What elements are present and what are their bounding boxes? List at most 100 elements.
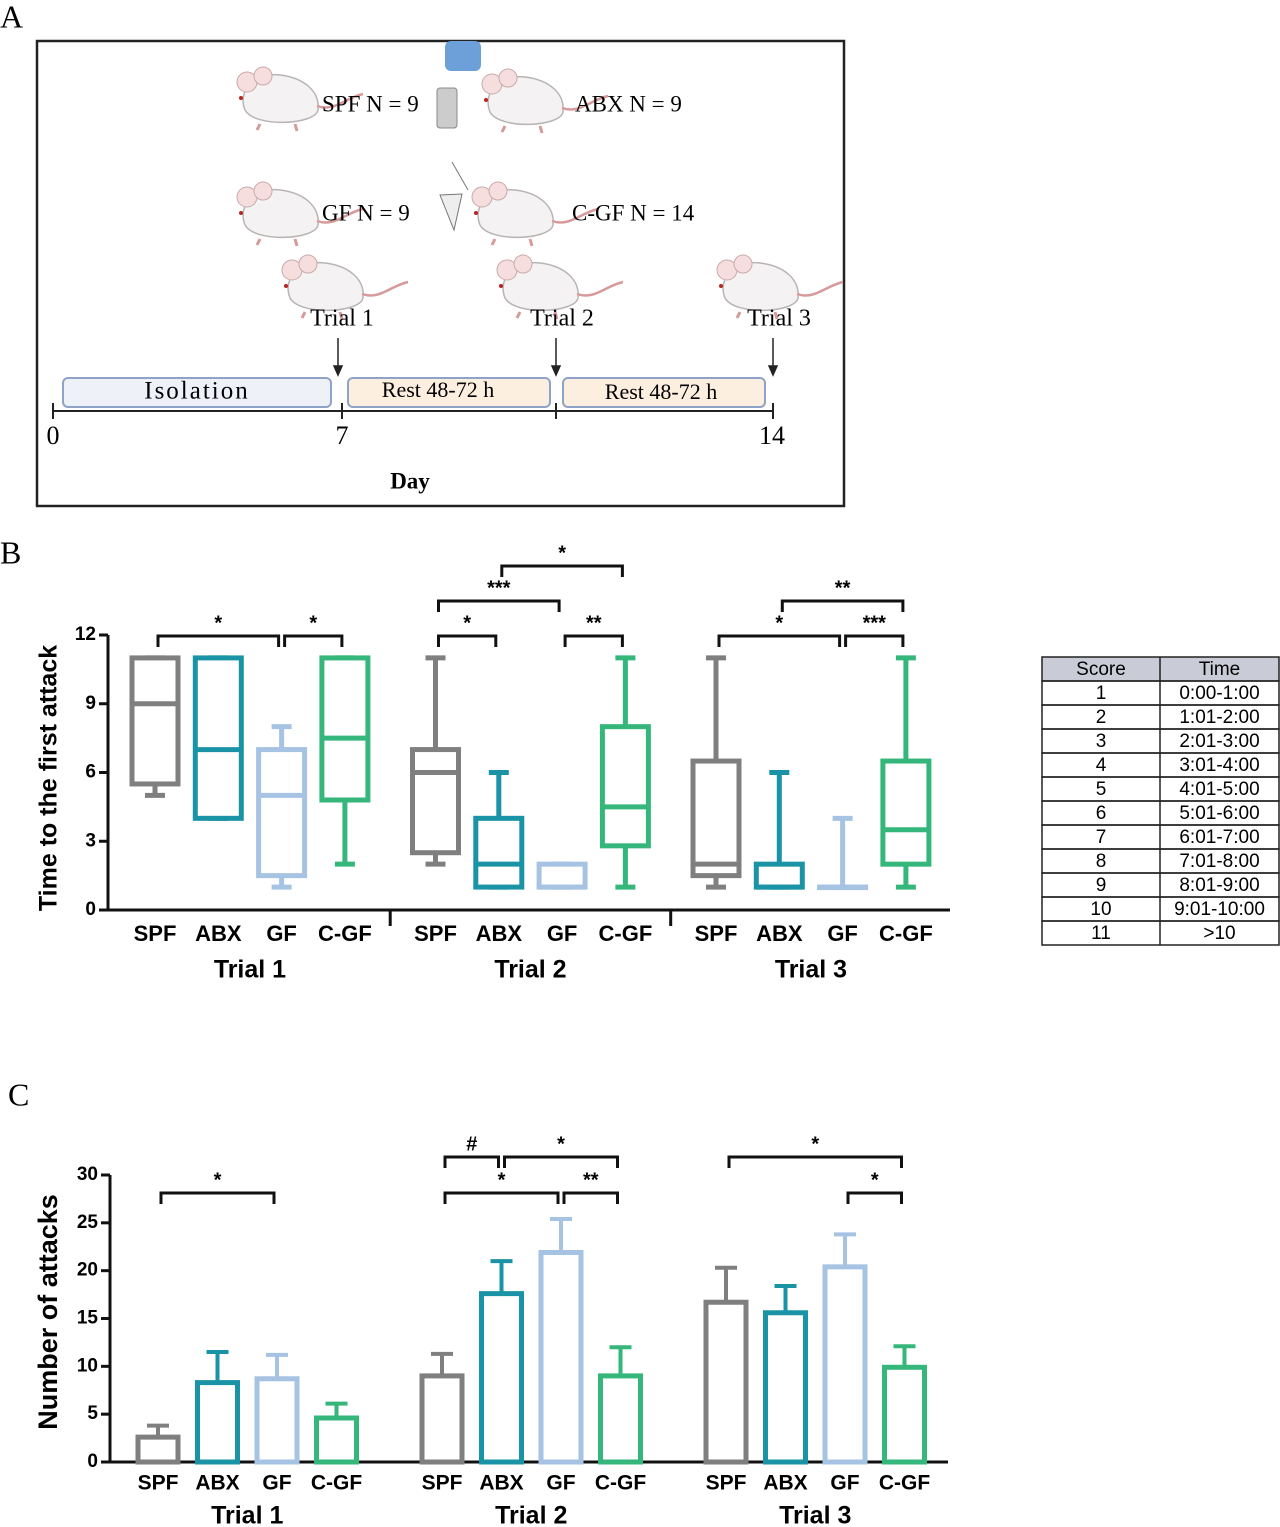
significance-label: * bbox=[463, 612, 471, 634]
x-tick-label: SPF bbox=[138, 1472, 179, 1495]
y-axis-title: Time to the first attack bbox=[35, 645, 63, 911]
significance-bracket bbox=[780, 599, 905, 612]
bar bbox=[195, 1380, 240, 1465]
y-tick-label: 10 bbox=[77, 1355, 98, 1376]
x-tick-label: C-GF bbox=[318, 921, 372, 946]
significance-bracket bbox=[443, 1191, 560, 1204]
table-cell: 3:01-4:00 bbox=[1179, 755, 1259, 776]
box bbox=[129, 655, 181, 787]
box bbox=[753, 861, 805, 890]
table-cell: 10 bbox=[1090, 899, 1111, 920]
phase-label: Rest 48-72 h bbox=[382, 377, 494, 402]
box bbox=[880, 758, 932, 867]
table-cell: 6 bbox=[1096, 803, 1107, 824]
y-tick-label: 0 bbox=[87, 1451, 98, 1472]
x-tick-label: C-GF bbox=[599, 921, 653, 946]
bar bbox=[254, 1376, 300, 1465]
table-cell: 5:01-6:00 bbox=[1179, 803, 1259, 824]
table-cell: >10 bbox=[1203, 923, 1235, 944]
table-header: Time bbox=[1199, 659, 1241, 680]
y-tick-label: 30 bbox=[77, 1164, 98, 1185]
significance-label: * bbox=[871, 1169, 879, 1191]
significance-bracket bbox=[500, 564, 624, 577]
significance-label: * bbox=[214, 1169, 222, 1191]
bar bbox=[479, 1291, 524, 1465]
bar bbox=[419, 1373, 465, 1465]
x-tick-label: GF bbox=[827, 921, 858, 946]
significance-bracket bbox=[844, 634, 905, 647]
significance-bracket bbox=[159, 1191, 276, 1204]
y-tick-label: 0 bbox=[85, 899, 96, 920]
significance-label: ** bbox=[835, 577, 851, 599]
phase-box bbox=[347, 377, 551, 408]
group-label: C-GF N = 14 bbox=[572, 200, 695, 225]
day-tick: 0 bbox=[47, 421, 60, 450]
table-cell: 2:01-3:00 bbox=[1179, 731, 1259, 752]
trial-label: Trial 1 bbox=[211, 1502, 283, 1527]
trial-label: Trial 3 bbox=[779, 1502, 851, 1527]
box bbox=[319, 655, 371, 803]
x-tick-label: SPF bbox=[422, 1472, 463, 1495]
table-cell: 1 bbox=[1096, 683, 1107, 704]
significance-bracket bbox=[443, 1155, 500, 1168]
bar bbox=[135, 1434, 181, 1465]
box bbox=[599, 724, 651, 849]
table-cell: 4 bbox=[1096, 755, 1107, 776]
x-tick-label: GF bbox=[547, 921, 578, 946]
trial-label: Trial 1 bbox=[310, 306, 374, 332]
x-tick-label: C-GF bbox=[311, 1472, 362, 1495]
x-tick-label: GF bbox=[266, 921, 297, 946]
group-label: SPF N = 9 bbox=[322, 91, 419, 116]
significance-label: *** bbox=[487, 577, 511, 599]
trial-label: Trial 3 bbox=[775, 956, 847, 984]
y-tick-label: 25 bbox=[77, 1212, 99, 1233]
y-tick-label: 15 bbox=[77, 1308, 99, 1329]
table-header: Score bbox=[1076, 659, 1126, 680]
table-cell: 8 bbox=[1096, 851, 1107, 872]
table-cell: 9:01-10:00 bbox=[1174, 899, 1265, 920]
significance-bracket bbox=[283, 634, 344, 647]
y-tick-label: 6 bbox=[85, 762, 96, 783]
significance-label: * bbox=[558, 542, 566, 564]
trial-label: Trial 3 bbox=[747, 306, 811, 332]
table-cell: 11 bbox=[1091, 923, 1111, 944]
y-tick-label: 12 bbox=[75, 624, 96, 645]
significance-bracket bbox=[846, 1191, 903, 1204]
bar bbox=[763, 1310, 808, 1465]
significance-label: * bbox=[811, 1133, 819, 1155]
bar bbox=[598, 1373, 643, 1465]
x-tick-label: SPF bbox=[134, 921, 177, 946]
timeline bbox=[52, 403, 774, 419]
x-tick-label: GF bbox=[830, 1472, 859, 1495]
panel-label: A bbox=[0, 0, 23, 34]
x-tick-label: ABX bbox=[195, 921, 242, 946]
phase-label: Rest 48-72 h bbox=[605, 379, 717, 404]
x-tick-label: C-GF bbox=[879, 921, 933, 946]
water-bottle bbox=[445, 41, 481, 71]
panel-label: B bbox=[0, 534, 21, 570]
abx-vial bbox=[436, 87, 458, 129]
table-cell: 7:01-8:00 bbox=[1179, 851, 1259, 872]
box bbox=[690, 758, 742, 879]
table-cell: 6:01-7:00 bbox=[1179, 827, 1259, 848]
x-tick-label: C-GF bbox=[595, 1472, 646, 1495]
significance-label: # bbox=[466, 1133, 477, 1155]
table-cell: 1:01-2:00 bbox=[1179, 707, 1259, 728]
score-table: Score Time 1 0:00-1:00 2 1:01-2:00 3 2:01-3:00 4… bbox=[1041, 656, 1280, 946]
table-cell: 9 bbox=[1096, 875, 1107, 896]
bar bbox=[822, 1264, 868, 1465]
day-tick: 7 bbox=[336, 421, 349, 450]
y-tick-label: 9 bbox=[85, 693, 96, 714]
group-label: ABX N = 9 bbox=[575, 91, 682, 116]
table-cell: 8:01-9:00 bbox=[1179, 875, 1259, 896]
significance-bracket bbox=[437, 634, 498, 647]
trial-label: Trial 2 bbox=[494, 956, 566, 984]
x-tick-label: GF bbox=[546, 1472, 575, 1495]
bar bbox=[314, 1415, 359, 1465]
box bbox=[473, 815, 525, 890]
table-cell: 3 bbox=[1096, 731, 1107, 752]
table-cell: 2 bbox=[1096, 707, 1107, 728]
x-tick-label: ABX bbox=[479, 1472, 523, 1495]
